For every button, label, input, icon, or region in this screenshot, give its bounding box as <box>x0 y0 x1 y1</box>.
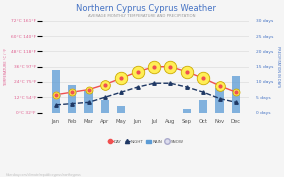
Bar <box>216 88 224 113</box>
Bar <box>101 100 109 113</box>
Y-axis label: PRECIPITATION IN DAYS: PRECIPITATION IN DAYS <box>276 46 280 87</box>
Bar <box>199 100 207 113</box>
Bar <box>84 91 93 113</box>
Bar <box>117 106 126 113</box>
Bar <box>232 76 240 113</box>
Bar <box>68 85 76 113</box>
Y-axis label: TEMPERATURE °C / °F: TEMPERATURE °C / °F <box>4 48 8 86</box>
Title: Northern Cyprus Cyprus Weather: Northern Cyprus Cyprus Weather <box>76 4 216 13</box>
Legend: DAY, NIGHT, RAIN, SNOW: DAY, NIGHT, RAIN, SNOW <box>106 138 186 145</box>
Bar <box>52 70 60 113</box>
Text: AVERAGE MONTHLY TEMPERATURE AND PRECIPITATION: AVERAGE MONTHLY TEMPERATURE AND PRECIPIT… <box>88 14 196 18</box>
Bar <box>183 109 191 113</box>
Text: hikersbay.com/climate/republiccyprus/northcyprus: hikersbay.com/climate/republiccyprus/nor… <box>6 173 82 177</box>
